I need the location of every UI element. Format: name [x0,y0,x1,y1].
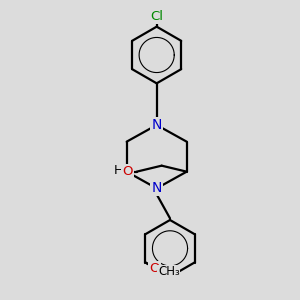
Text: Cl: Cl [150,10,163,23]
Text: N: N [152,181,162,195]
Text: O: O [149,262,160,275]
Text: CH₃: CH₃ [158,265,180,278]
Text: O: O [122,165,133,178]
Text: H: H [114,164,123,176]
Text: N: N [152,118,162,132]
